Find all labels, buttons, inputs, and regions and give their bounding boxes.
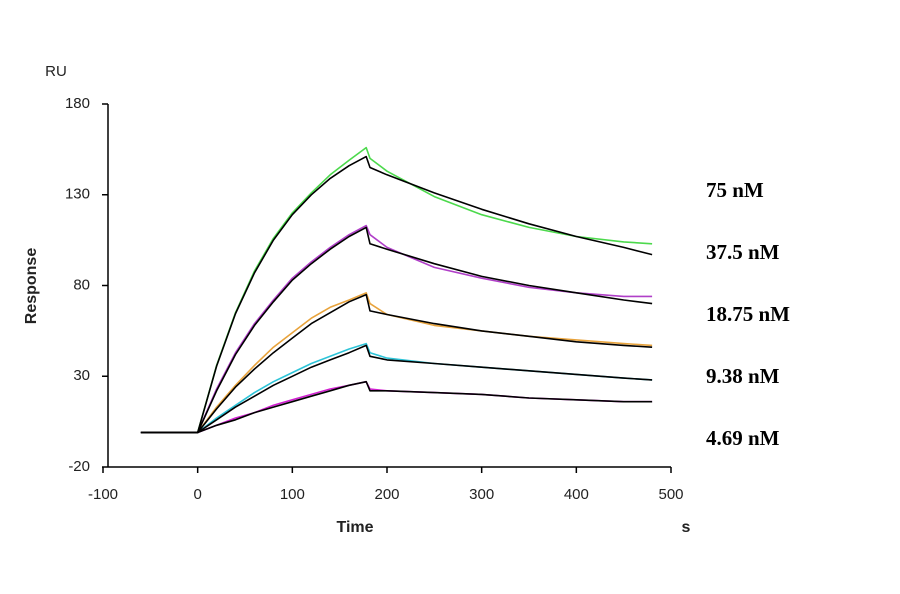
fit-line <box>140 155 653 434</box>
y-axis-label: Response <box>23 248 40 325</box>
x-tick-label: 0 <box>193 486 201 503</box>
fit-line <box>140 226 653 434</box>
data-line <box>140 224 653 434</box>
x-tick-label: 100 <box>280 486 305 503</box>
legend-label: 75 nM <box>706 178 764 202</box>
x-unit-label: s <box>682 519 691 536</box>
x-axis-label: Time <box>336 519 373 536</box>
fit-line <box>140 344 653 434</box>
y-tick-label: 180 <box>65 95 90 112</box>
x-tick-label: 200 <box>374 486 399 503</box>
y-tick-label: -20 <box>68 458 90 475</box>
x-tick-label: 400 <box>564 486 589 503</box>
x-tick-label: 500 <box>658 486 683 503</box>
x-tick-label: 300 <box>469 486 494 503</box>
y-unit-label: RU <box>45 63 67 80</box>
legend-label: 18.75 nM <box>706 302 790 326</box>
fit-line <box>140 380 653 434</box>
y-tick-label: 30 <box>73 367 90 384</box>
y-tick-label: 80 <box>73 276 90 293</box>
legend-label: 37.5 nM <box>706 240 780 264</box>
legend-label: 9.38 nM <box>706 364 780 388</box>
y-tick-label: 130 <box>65 186 90 203</box>
legend-label: 4.69 nM <box>706 426 780 450</box>
fit-line <box>140 293 653 434</box>
x-tick-label: -100 <box>88 486 118 503</box>
